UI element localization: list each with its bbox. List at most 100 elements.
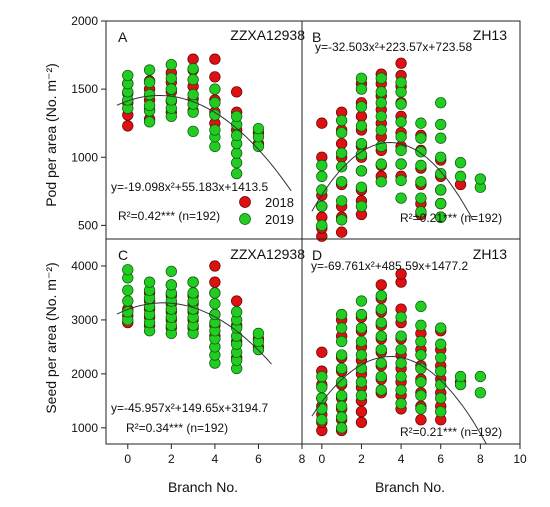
- point-2019: [435, 365, 447, 377]
- point-2019: [435, 184, 447, 196]
- point-2019: [209, 287, 221, 299]
- y-tick-label: 1000: [71, 421, 98, 435]
- point-2019: [316, 403, 328, 415]
- point-2019: [335, 127, 348, 139]
- point-2018: [209, 260, 221, 272]
- point-2019: [395, 76, 407, 88]
- y-tick-label: 1000: [71, 150, 98, 164]
- point-2019: [375, 316, 387, 329]
- fit-curve: [311, 141, 473, 220]
- point-2019: [395, 158, 407, 170]
- legend-label-2019: 2019: [265, 212, 294, 227]
- x-tick-label: 0: [318, 452, 325, 466]
- point-2019: [474, 387, 487, 399]
- point-2019: [335, 362, 348, 375]
- point-2019: [355, 137, 368, 150]
- point-2019: [252, 327, 265, 340]
- point-2019: [435, 392, 447, 404]
- point-2019: [143, 88, 156, 101]
- point-2019: [415, 403, 427, 415]
- point-2019: [187, 88, 199, 101]
- point-2019: [355, 83, 368, 95]
- point-2019: [316, 381, 328, 394]
- point-2019: [165, 72, 177, 84]
- point-2019: [375, 343, 387, 356]
- point-2019: [355, 295, 368, 307]
- point-2019: [231, 157, 243, 169]
- point-2019: [435, 97, 447, 109]
- point-2019: [375, 176, 387, 188]
- y-axis-title-bottom: Seed per area (No. m⁻²): [43, 262, 59, 413]
- x-tick-label: 10: [513, 452, 527, 466]
- point-2019: [395, 116, 407, 128]
- point-2019: [231, 147, 243, 159]
- panel-letter: D: [312, 247, 322, 263]
- point-2019: [335, 422, 348, 434]
- y-tick-label: 4000: [71, 259, 98, 273]
- point-2019: [335, 214, 348, 226]
- point-2019: [415, 319, 427, 331]
- point-2019: [395, 357, 407, 369]
- point-2019: [316, 170, 328, 182]
- point-2019: [335, 161, 348, 173]
- point-2018: [415, 414, 427, 426]
- point-2019: [395, 343, 407, 356]
- point-2019: [252, 122, 265, 135]
- point-2019: [187, 276, 199, 288]
- y-axis-title-top: Pod per area (No. m⁻²): [43, 63, 59, 207]
- point-2019: [375, 124, 387, 136]
- point-2019: [209, 109, 221, 121]
- panel-a: 500 1000 1500 2000 A ZZXA12938 y=-19.098x²+55.…: [71, 14, 305, 240]
- point-2019: [395, 144, 407, 157]
- fit-equation: y=-45.957x²+149.65x+3194.7: [111, 401, 268, 415]
- point-2018: [122, 120, 134, 132]
- point-2019: [316, 219, 328, 232]
- fit-equation: y=-69.761x²+485.59x+1477.2: [311, 259, 468, 273]
- fit-equation: y=-32.503x²+223.57x+723.58: [315, 40, 472, 54]
- point-2019: [355, 335, 368, 348]
- point-2018: [209, 276, 221, 288]
- x-tick-label: 0: [124, 452, 131, 466]
- point-2019: [395, 370, 407, 383]
- point-2019: [143, 76, 156, 88]
- point-2019: [355, 200, 368, 212]
- point-2019: [187, 63, 199, 75]
- y-tick-label: 2000: [71, 14, 98, 28]
- point-2019: [415, 146, 427, 158]
- point-2018: [335, 137, 348, 150]
- y-tick-label: 500: [78, 218, 98, 232]
- point-2019: [435, 352, 447, 364]
- x-tick-label: 6: [437, 452, 444, 466]
- point-2019: [143, 116, 156, 128]
- x-tick-label: 2: [168, 452, 175, 466]
- point-2019: [122, 264, 134, 276]
- fit-equation: y=-19.098x²+55.183x+1413.5: [111, 180, 268, 194]
- point-2019: [231, 110, 243, 123]
- point-2019: [122, 295, 134, 307]
- point-2019: [474, 173, 487, 185]
- x-tick-label: 4: [398, 452, 405, 466]
- point-2019: [375, 357, 387, 369]
- point-2019: [335, 195, 348, 207]
- point-2019: [165, 265, 177, 278]
- point-2018: [316, 346, 328, 358]
- point-2019: [335, 308, 348, 321]
- point-2019: [375, 289, 387, 302]
- point-2019: [395, 131, 407, 143]
- point-2019: [143, 64, 156, 76]
- point-2019: [187, 287, 199, 299]
- y-tick-label: 2000: [71, 367, 98, 381]
- panel-letter: C: [118, 247, 128, 263]
- point-2018: [316, 117, 328, 129]
- point-2019: [355, 120, 368, 132]
- cultivar-label: ZH13: [473, 246, 507, 262]
- point-2019: [415, 206, 427, 218]
- point-2019: [375, 370, 387, 383]
- point-2018: [355, 405, 368, 418]
- x-axis-title-right: Branch No.: [375, 479, 445, 495]
- point-2019: [415, 349, 427, 361]
- x-tick-label: 8: [299, 452, 306, 466]
- point-2018: [395, 57, 407, 69]
- point-2019: [435, 338, 447, 350]
